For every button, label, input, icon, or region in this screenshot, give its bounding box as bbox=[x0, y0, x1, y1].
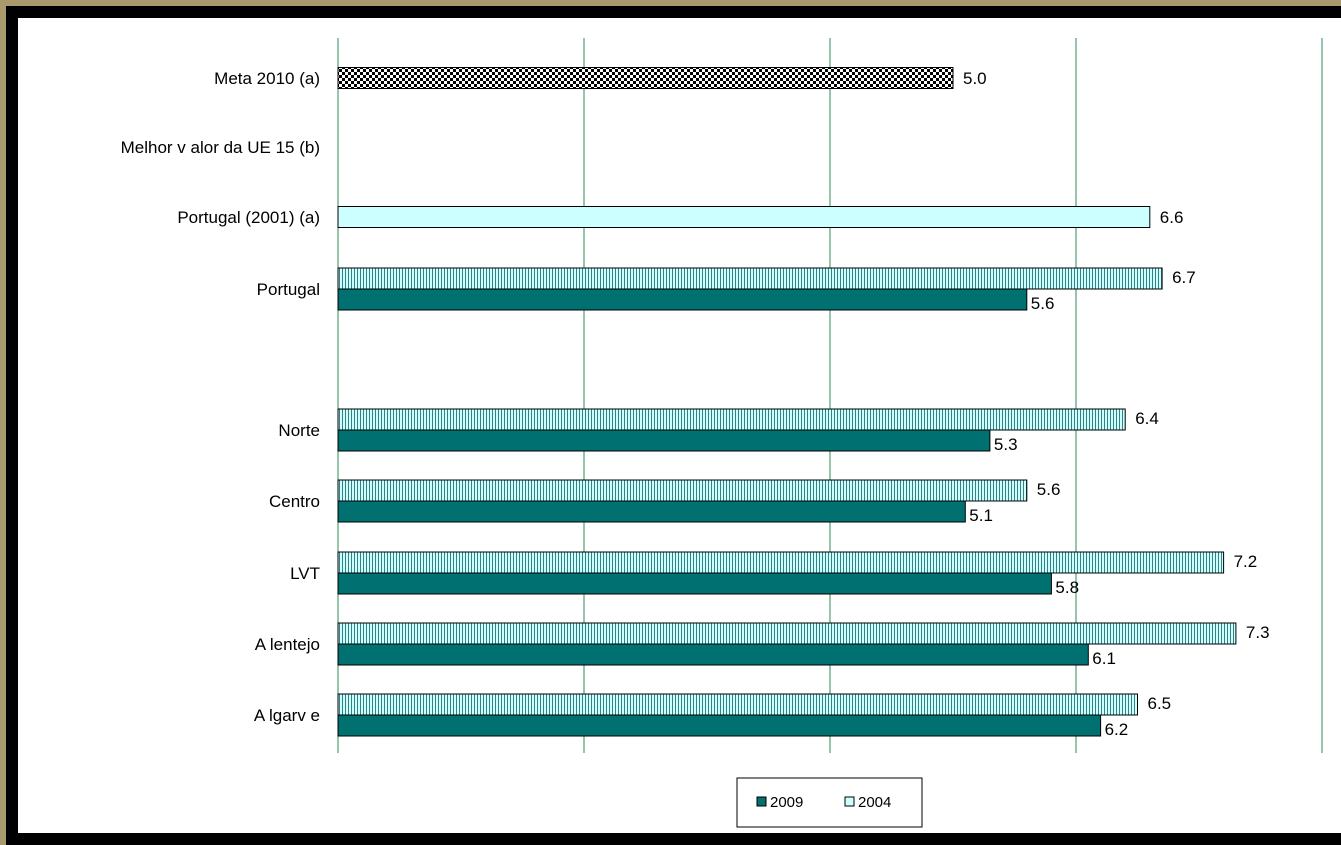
bar-2009 bbox=[337, 500, 966, 523]
data-label: 7.2 bbox=[1234, 552, 1258, 571]
value-labels: 5.0 6.6 6.7 5.6 6.4 5.3 5.6 5.1 7.2 5.8 7.3 6.1 6.5 6… bbox=[963, 69, 1270, 739]
data-label: 6.5 bbox=[1148, 694, 1172, 713]
legend: 2009 2004 bbox=[736, 777, 923, 828]
bar-2004 bbox=[337, 408, 1126, 431]
legend-swatch-2009 bbox=[756, 796, 767, 807]
bar-special-1 bbox=[337, 206, 1151, 228]
category-label: A lentejo bbox=[255, 635, 320, 654]
legend-label-2009: 2009 bbox=[770, 794, 803, 811]
bar-2004 bbox=[337, 267, 1163, 290]
data-label: 6.2 bbox=[1105, 720, 1129, 739]
category-label: LVT bbox=[290, 564, 320, 583]
bar-2009 bbox=[337, 288, 1028, 311]
data-label: 5.6 bbox=[1031, 294, 1055, 313]
category-label: Meta 2010 (a) bbox=[214, 69, 320, 88]
bar-2009 bbox=[337, 429, 991, 452]
category-label: Portugal (2001) (a) bbox=[177, 208, 320, 227]
legend-swatch-2004 bbox=[844, 796, 855, 807]
bar-2009 bbox=[337, 572, 1052, 595]
bar-2009 bbox=[337, 714, 1102, 737]
data-label: 5.3 bbox=[994, 435, 1018, 454]
bar-2009 bbox=[337, 643, 1089, 666]
data-label: 7.3 bbox=[1246, 623, 1270, 642]
category-label: Portugal bbox=[257, 280, 320, 299]
plot-area: Meta 2010 (a) Melhor v alor da UE 15 (b) P… bbox=[18, 18, 1341, 833]
legend-label-2004: 2004 bbox=[858, 794, 891, 811]
bar-2004 bbox=[337, 693, 1138, 716]
data-label: 5.1 bbox=[969, 506, 993, 525]
data-label: 6.6 bbox=[1160, 208, 1184, 227]
bar-2004 bbox=[337, 622, 1237, 645]
category-label: Melhor v alor da UE 15 (b) bbox=[121, 138, 320, 157]
bars bbox=[337, 67, 1237, 737]
category-label: A lgarv e bbox=[254, 706, 320, 725]
category-labels: Meta 2010 (a) Melhor v alor da UE 15 (b) P… bbox=[121, 69, 320, 725]
legend-box bbox=[736, 777, 923, 828]
data-label: 5.0 bbox=[963, 69, 987, 88]
data-label: 5.6 bbox=[1037, 480, 1061, 499]
data-label: 6.4 bbox=[1135, 409, 1159, 428]
category-label: Centro bbox=[269, 492, 320, 511]
chart: Meta 2010 (a) Melhor v alor da UE 15 (b) P… bbox=[121, 38, 1323, 828]
bar-2004 bbox=[337, 479, 1028, 502]
data-label: 6.7 bbox=[1172, 268, 1196, 287]
data-label: 5.8 bbox=[1055, 578, 1079, 597]
category-label: Norte bbox=[278, 421, 320, 440]
bar-2004 bbox=[337, 551, 1225, 574]
bar-special-0 bbox=[337, 67, 954, 89]
data-label: 6.1 bbox=[1092, 649, 1116, 668]
